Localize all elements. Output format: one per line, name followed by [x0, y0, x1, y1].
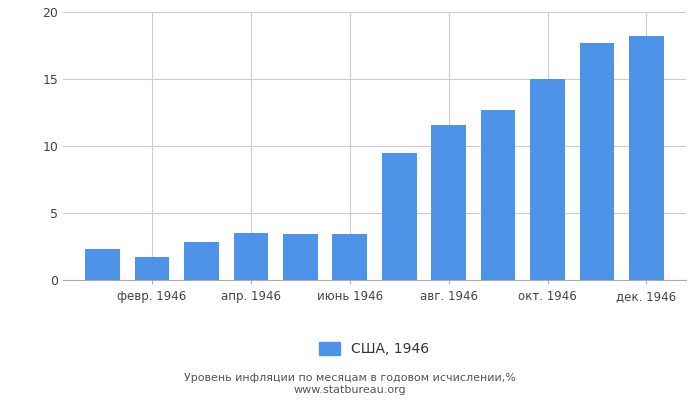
Bar — [85, 249, 120, 280]
Bar — [134, 257, 169, 280]
Bar — [580, 43, 615, 280]
Text: www.statbureau.org: www.statbureau.org — [294, 385, 406, 395]
Legend: США, 1946: США, 1946 — [312, 335, 437, 363]
Bar — [531, 79, 565, 280]
Bar — [629, 36, 664, 280]
Bar — [431, 124, 466, 280]
Bar — [283, 234, 318, 280]
Bar — [481, 110, 515, 280]
Bar — [184, 242, 218, 280]
Bar — [234, 233, 268, 280]
Bar — [332, 234, 367, 280]
Text: Уровень инфляции по месяцам в годовом исчислении,%: Уровень инфляции по месяцам в годовом ис… — [184, 373, 516, 383]
Bar — [382, 153, 416, 280]
